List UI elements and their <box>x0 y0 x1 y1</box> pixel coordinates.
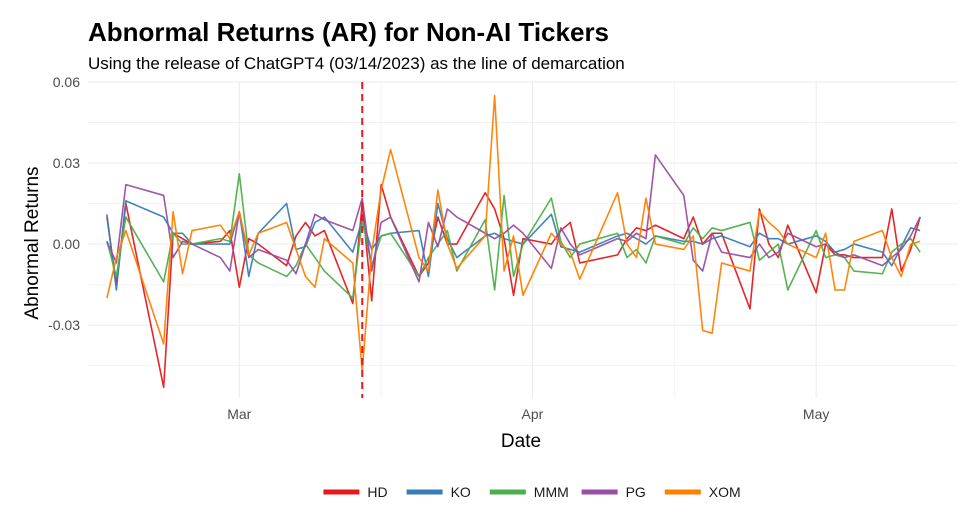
y-tick-label: 0.06 <box>53 74 80 90</box>
series-layer <box>106 94 921 389</box>
y-axis-title: Abnormal Returns <box>22 166 43 319</box>
series-line-pg <box>106 154 921 283</box>
legend-label: PG <box>626 484 646 500</box>
legend: HD KO MMM PG XOM <box>323 484 741 500</box>
series-line-xom <box>106 94 921 372</box>
legend-label: HD <box>367 484 387 500</box>
legend-item-xom: XOM <box>664 484 741 500</box>
x-tick-label: Apr <box>522 406 544 422</box>
series-line-hd <box>106 183 921 389</box>
y-tick-label: 0.00 <box>53 236 80 252</box>
legend-item-hd: HD <box>323 484 388 500</box>
legend-item-pg: PG <box>581 484 646 500</box>
y-axis-ticks: -0.03 0.00 0.03 0.06 <box>48 74 80 333</box>
legend-label: MMM <box>534 484 569 500</box>
x-axis-title: Date <box>501 431 541 452</box>
x-tick-label: Mar <box>227 406 251 422</box>
chart-subtitle: Using the release of ChatGPT4 (03/14/202… <box>88 54 625 73</box>
legend-label: XOM <box>709 484 741 500</box>
x-axis-ticks: Mar Apr May <box>227 406 829 422</box>
grid-major <box>88 81 958 398</box>
x-tick-label: May <box>803 406 829 422</box>
y-tick-label: 0.03 <box>53 155 80 171</box>
legend-item-mmm: MMM <box>489 484 569 500</box>
legend-label: KO <box>451 484 471 500</box>
y-tick-label: -0.03 <box>48 317 80 333</box>
legend-item-ko: KO <box>406 484 471 500</box>
chart-title: Abnormal Returns (AR) for Non-AI Tickers <box>88 17 609 47</box>
